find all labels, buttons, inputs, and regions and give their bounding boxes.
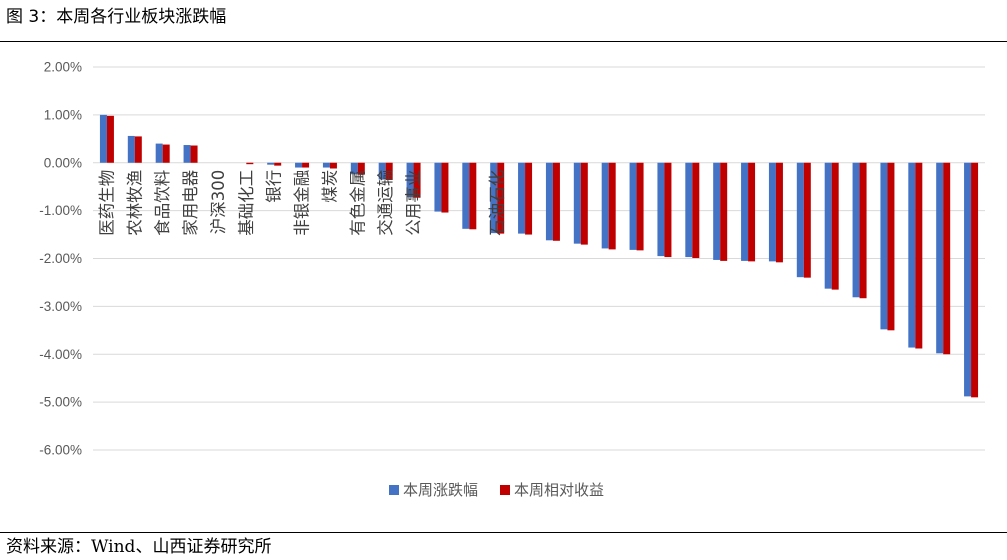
bar-weekly-change [741,162,749,261]
bar-weekly-change [964,162,972,397]
bar-relative-return [246,162,254,165]
bar-weekly-change [350,162,358,175]
bar-relative-return [497,162,505,234]
bar-relative-return [106,115,114,163]
bar-relative-return [162,144,170,163]
source-note: 资料来源：Wind、山西证券研究所 [6,537,272,557]
bar-weekly-change [880,162,888,330]
y-tick-label: -2.00% [39,251,82,266]
bar-relative-return [190,145,198,163]
bar-relative-return [831,162,839,290]
y-tick-label: 2.00% [44,60,82,75]
bar-weekly-change [796,162,804,278]
bar-chart: -6.00% -5.00% -4.00% -3.00% -2.00% -1.00% 0.00… [39,60,985,499]
bar-relative-return [413,162,421,198]
bar-weekly-change [545,162,553,241]
category-labels: 医药生物 农林牧渔 食品饮料 家用电器 沪深300 基础化工 银行 非银金融 煤炭 有色金属 交通运… [97,169,506,236]
bar-weekly-change [183,145,191,163]
legend-swatch-weekly-change [389,485,399,495]
legend: 本周涨跌幅 本周相对收益 [389,482,604,499]
bar-weekly-change [824,162,832,289]
bar-weekly-change [295,162,303,168]
category-label: 医药生物 [97,170,116,236]
y-tick-label: -1.00% [39,203,82,218]
category-label: 银行 [265,170,284,203]
category-label: 有色金属 [348,170,367,236]
y-axis-tick-labels: -6.00% -5.00% -4.00% -3.00% -2.00% -1.00% 0.00… [39,60,82,458]
bar-relative-return [971,162,979,398]
bar-relative-return [134,136,142,163]
y-tick-label: 1.00% [44,107,82,122]
bar-relative-return [915,162,923,349]
bar-relative-return [720,162,728,261]
y-tick-label: -3.00% [39,299,82,314]
bar-weekly-change [99,114,107,163]
chart-area: -6.00% -5.00% -4.00% -3.00% -2.00% -1.00% 0.00… [0,44,1007,532]
bar-weekly-change [518,162,526,234]
bar-weekly-change [462,162,470,229]
bar-relative-return [302,162,310,168]
bar-relative-return [775,162,783,263]
bar-relative-return [887,162,895,331]
category-label: 食品饮料 [153,170,172,236]
figure-title: 图 3：本周各行业板块涨跌幅 [6,7,227,27]
category-label: 石油石化 [488,170,507,236]
bar-weekly-change [852,162,860,298]
bar-relative-return [385,162,393,180]
bar-relative-return [441,162,449,213]
gridlines [93,66,985,451]
category-label: 家用电器 [181,169,200,236]
bar-weekly-change [434,162,442,212]
bar-relative-return [664,162,672,258]
category-label: 沪深300 [209,170,228,235]
bar-weekly-change [601,162,609,249]
bar-weekly-change [713,162,721,260]
bar-relative-return [357,162,365,175]
title-divider [0,41,1007,42]
bar-weekly-change [155,143,163,163]
bar-weekly-change [490,162,498,234]
category-label: 基础化工 [237,170,256,236]
legend-label: 本周涨跌幅 [403,482,478,499]
bar-weekly-change [685,162,693,258]
bar-weekly-change [322,162,330,168]
bar-weekly-change [378,162,386,180]
category-label: 交通运输 [376,169,395,236]
bar-weekly-change [657,162,665,257]
y-tick-label: -6.00% [39,443,82,458]
bar-weekly-change [936,162,944,354]
bar-relative-return [608,162,616,250]
bar-weekly-change [406,162,414,198]
bar-weekly-change [629,162,637,250]
bar-relative-return [692,162,700,259]
y-tick-label: -5.00% [39,395,82,410]
y-tick-label: -4.00% [39,347,82,362]
bar-relative-return [943,162,951,355]
bar-relative-return [525,162,533,235]
bar-relative-return [748,162,756,262]
bar-weekly-change [267,162,275,165]
bar-relative-return [469,162,477,230]
bar-relative-return [329,162,337,169]
y-tick-label: 0.00% [44,155,82,170]
bar-relative-return [859,162,867,299]
category-label: 公用事业 [404,170,423,236]
bar-weekly-change [127,135,135,163]
bar-relative-return [803,162,811,278]
bar-weekly-change [908,162,916,348]
bar-relative-return [274,162,282,166]
legend-label: 本周相对收益 [514,482,604,499]
bar-relative-return [580,162,588,245]
category-label: 农林牧渔 [125,170,144,236]
bar-relative-return [636,162,644,251]
legend-swatch-relative-return [500,485,510,495]
bar-weekly-change [573,162,581,244]
category-label: 煤炭 [320,170,339,203]
bars [99,114,979,398]
category-label: 非银金融 [293,170,312,236]
source-divider [0,532,1007,533]
bar-weekly-change [768,162,776,262]
bar-relative-return [552,162,560,241]
